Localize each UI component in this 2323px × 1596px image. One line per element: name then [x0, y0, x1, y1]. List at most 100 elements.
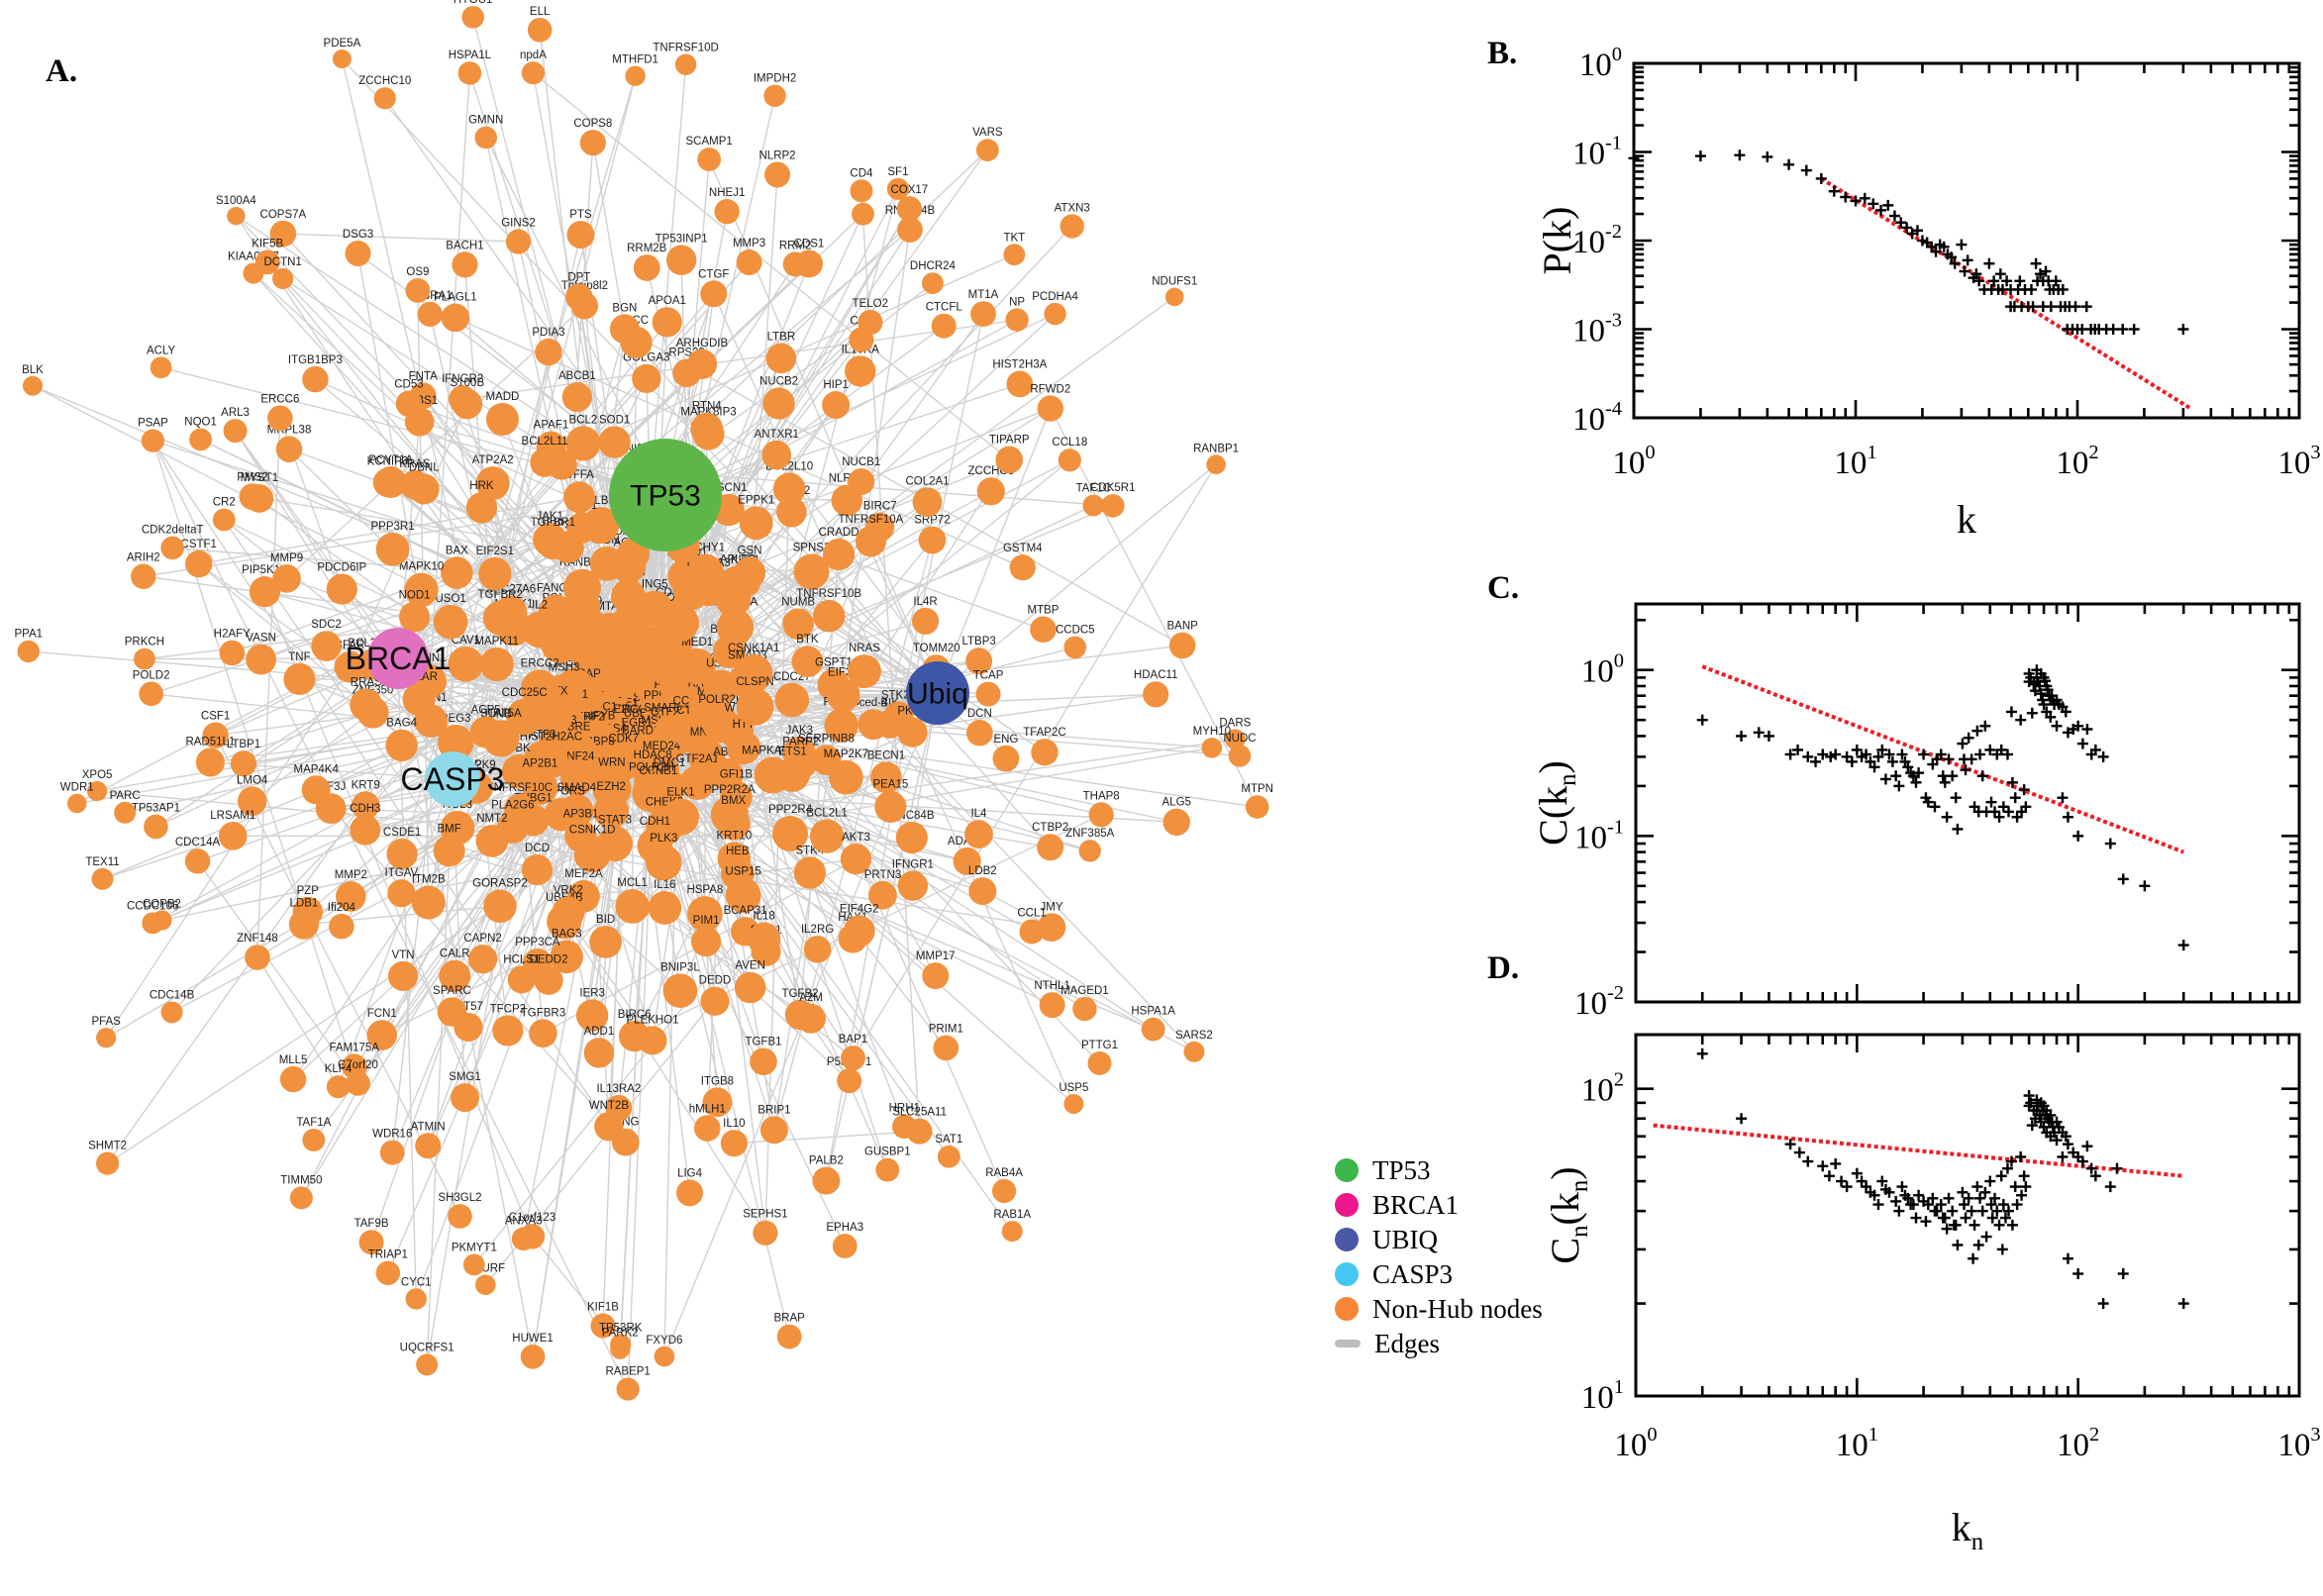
- network-node: [772, 815, 809, 851]
- network-node-label: VASN: [246, 633, 275, 645]
- network-node-label: RRM2: [779, 240, 812, 251]
- y-tick-label: 10-1: [1574, 816, 1624, 855]
- network-node-label: HDAC8: [634, 749, 672, 761]
- network-node-label: COPS8: [573, 118, 612, 130]
- network-node: [589, 926, 622, 958]
- network-node: [897, 217, 923, 243]
- network-node-label: C7orf20: [338, 1059, 378, 1071]
- network-node: [492, 1015, 524, 1047]
- network-node: [350, 814, 381, 846]
- network-node-label: HDAC11: [1134, 669, 1178, 681]
- network-node-label: GFI1B: [720, 768, 754, 780]
- panel-label-a: A.: [46, 53, 78, 89]
- network-node-label: EIF2S1: [476, 546, 514, 557]
- network-node: [475, 466, 510, 501]
- network-node: [937, 1145, 960, 1168]
- network-node-label: CSF1: [201, 711, 230, 723]
- network-edge: [105, 666, 351, 1039]
- network-node-label: MYH10: [1193, 726, 1231, 738]
- network-node-label: NUCB2: [759, 375, 798, 387]
- network-node: [686, 349, 718, 379]
- network-node: [326, 1075, 351, 1099]
- network-node: [812, 1166, 841, 1195]
- network-node: [583, 1038, 615, 1068]
- network-node-label: TAF9B: [354, 1218, 389, 1230]
- network-node-label: PARC: [110, 790, 141, 802]
- axis-ticks: [1634, 604, 2301, 1004]
- network-node-label: PCYT1A: [368, 454, 413, 466]
- network-node-label: SMG1: [449, 1071, 481, 1083]
- scatter-points: [1696, 1047, 2189, 1310]
- network-node-label: LMO4: [237, 774, 268, 786]
- network-node-label: RTN4: [692, 401, 722, 413]
- network-node-label: RAB4A: [985, 1167, 1023, 1179]
- network-node: [734, 971, 766, 1004]
- network-edge: [292, 975, 404, 1080]
- network-node-label: MT1A: [968, 289, 999, 301]
- network-node: [86, 780, 108, 802]
- network-node-label: WNT2B: [589, 1100, 630, 1112]
- network-node: [465, 492, 498, 524]
- network-node: [714, 198, 740, 225]
- network-node: [184, 848, 211, 874]
- network-node-label: BCL2: [569, 414, 598, 426]
- network-edge: [256, 418, 281, 958]
- network-node-label: MADD: [486, 391, 520, 403]
- fit-line: [1820, 176, 2191, 410]
- network-node-label: PRIM1: [929, 1024, 963, 1036]
- network-node-label: BID: [596, 914, 615, 926]
- network-node: [774, 682, 810, 718]
- legend-label: Edges: [1374, 1328, 1440, 1358]
- network-node: [1225, 729, 1246, 750]
- network-node-label: BAG3: [552, 928, 582, 940]
- network-node: [506, 698, 544, 736]
- network-node: [404, 572, 439, 607]
- network-node-label: NLRP2: [759, 150, 796, 161]
- network-node: [230, 750, 257, 777]
- network-edge: [415, 721, 630, 1300]
- network-edge: [397, 213, 863, 659]
- y-axis-label: P(k): [1535, 207, 1579, 275]
- network-node: [725, 877, 761, 914]
- panel-label-b: B.: [1487, 36, 1518, 71]
- network-node-label: POLD2: [133, 670, 170, 682]
- legend-item-tp53: TP53: [1335, 1156, 1543, 1184]
- network-node-label: BFAR: [335, 640, 364, 651]
- network-node-label: MMP2: [335, 869, 367, 881]
- network-node: [245, 484, 274, 513]
- network-node-label: CALR: [440, 948, 470, 960]
- network-node: [646, 845, 682, 881]
- network-node: [1087, 1050, 1112, 1075]
- network-node: [237, 786, 267, 816]
- network-node: [399, 601, 431, 633]
- network-node-label: POLR2B: [698, 694, 744, 706]
- network-node-label: TFCP2: [490, 1003, 526, 1015]
- network-node: [761, 440, 792, 470]
- network-node: [679, 765, 715, 801]
- network-node-label: SH3GL2: [438, 1192, 481, 1204]
- network-node: [1206, 454, 1226, 475]
- network-node: [747, 922, 781, 955]
- network-node-label: KIF1B: [587, 1302, 619, 1314]
- legend-dot-casp3: [1335, 1262, 1359, 1286]
- network-node: [96, 1028, 117, 1048]
- network-node-label: ETS1: [778, 746, 807, 757]
- network-node: [301, 775, 331, 805]
- network-node-label: CYC1: [401, 1276, 432, 1288]
- network-node-label: NDUFS1: [1152, 276, 1197, 288]
- network-node: [1183, 1041, 1205, 1062]
- network-node-label: MAP2K7: [824, 748, 868, 760]
- network-node: [212, 508, 236, 532]
- network-node: [1082, 494, 1105, 517]
- network-edge: [152, 440, 610, 1128]
- network-node-label: UQCRFS1: [400, 1342, 454, 1353]
- network-node-label: XPO5: [82, 769, 113, 781]
- network-node-label: BARD1: [622, 726, 659, 738]
- network-node-label: KRT9: [352, 779, 380, 791]
- network-node: [1019, 919, 1045, 945]
- network-node: [1168, 632, 1196, 659]
- network-node: [448, 646, 484, 682]
- network-node: [245, 945, 270, 970]
- network-edge: [737, 582, 1005, 1192]
